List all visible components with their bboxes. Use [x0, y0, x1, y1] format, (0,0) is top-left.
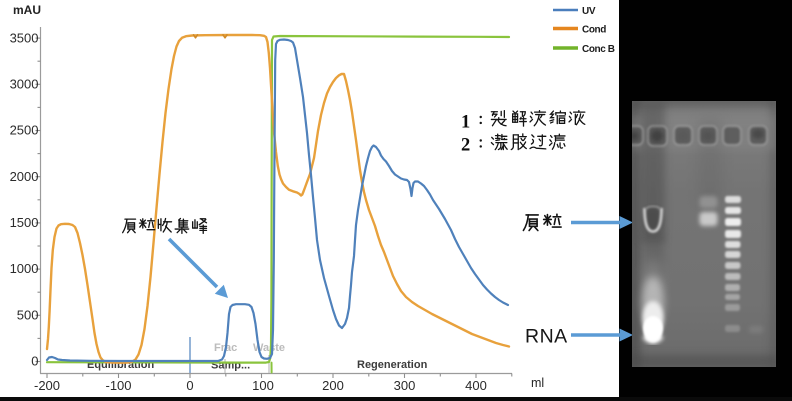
- svg-text:UV: UV: [582, 6, 596, 17]
- svg-text:2: 2: [461, 136, 470, 156]
- svg-text:0: 0: [31, 354, 38, 369]
- svg-text:Waste: Waste: [253, 342, 285, 354]
- svg-text:200: 200: [322, 378, 344, 393]
- svg-text:1: 1: [461, 113, 470, 133]
- svg-text:0: 0: [186, 378, 193, 393]
- svg-text:300: 300: [394, 378, 416, 393]
- svg-text:mAU: mAU: [13, 3, 41, 17]
- svg-text:Regeneration: Regeneration: [357, 359, 428, 371]
- svg-text:100: 100: [252, 378, 274, 393]
- svg-text:500: 500: [17, 308, 39, 323]
- svg-text:1000: 1000: [10, 261, 39, 276]
- svg-text:-200: -200: [34, 378, 60, 393]
- svg-text:-100: -100: [105, 378, 131, 393]
- svg-text:ml: ml: [531, 376, 544, 390]
- svg-text:2500: 2500: [10, 123, 39, 138]
- svg-text:1500: 1500: [10, 215, 39, 230]
- svg-text:400: 400: [465, 378, 487, 393]
- svg-text:Cond: Cond: [582, 25, 606, 36]
- svg-text:Conc B: Conc B: [582, 44, 615, 55]
- svg-text:RNA: RNA: [525, 326, 568, 348]
- svg-text:3500: 3500: [10, 31, 39, 46]
- svg-text:3000: 3000: [10, 77, 39, 92]
- svg-text:2000: 2000: [10, 169, 39, 184]
